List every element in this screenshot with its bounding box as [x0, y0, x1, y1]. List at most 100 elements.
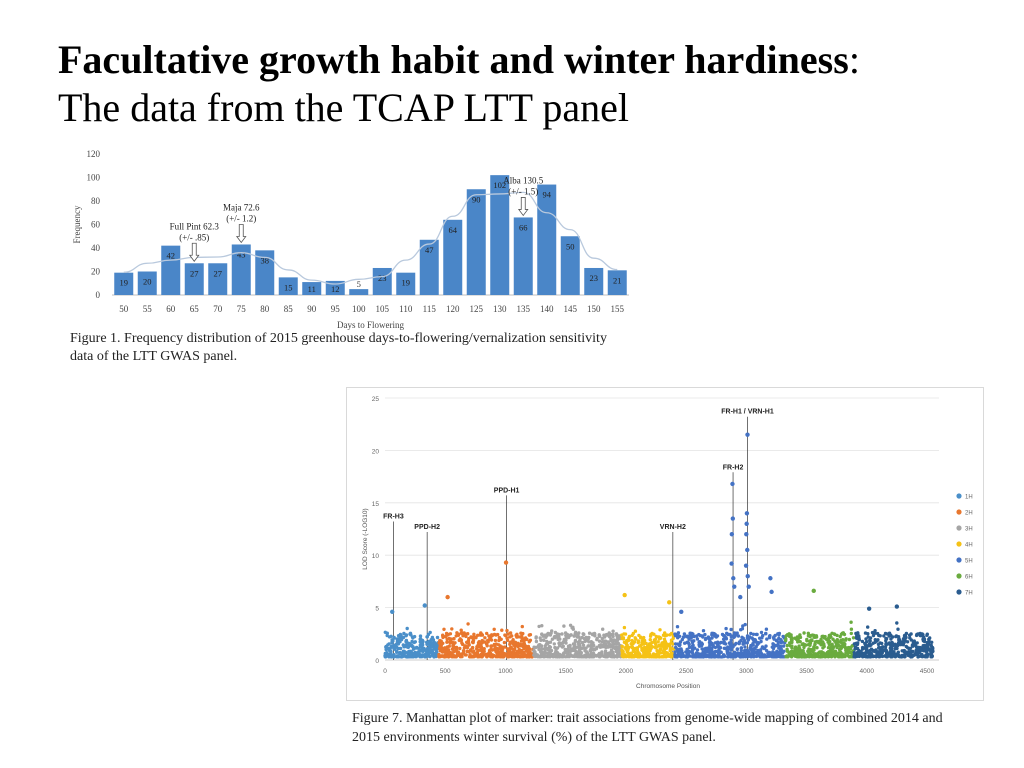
high-lod-point — [738, 594, 743, 600]
histogram-bar — [184, 263, 204, 295]
y-tick-label: 25 — [372, 396, 380, 403]
y-tick-label: 100 — [87, 173, 101, 183]
high-lod-point — [745, 573, 750, 579]
bar-value-label: 90 — [472, 194, 481, 204]
arrow-icon — [235, 224, 247, 244]
annotation-label: Maja 72.6 — [223, 202, 260, 212]
arrow-icon — [517, 197, 529, 217]
y-tick-label: 15 — [372, 501, 380, 508]
legend-marker — [956, 509, 962, 515]
x-tick-label: 1500 — [558, 668, 573, 675]
annotation-label: Alba 130.5 — [503, 175, 543, 185]
bar-value-label: 23 — [378, 273, 387, 283]
x-tick-label: 80 — [260, 304, 270, 314]
y-tick-label: 10 — [372, 553, 380, 560]
bar-value-label: 5 — [357, 279, 361, 289]
annotation-sublabel: (+/- 1.5) — [508, 186, 538, 196]
histogram-bar — [490, 175, 510, 295]
x-tick-label: 95 — [331, 304, 341, 314]
figure1-caption: Figure 1. Frequency distribution of 2015… — [70, 331, 607, 364]
y-tick-label: 20 — [91, 267, 101, 277]
qtl-peak-label: FR-H2 — [723, 464, 744, 471]
legend-marker — [956, 589, 962, 595]
trend-line — [123, 191, 618, 285]
bar-value-label: 38 — [261, 255, 270, 265]
high-lod-point — [745, 432, 750, 437]
legend-marker — [956, 573, 962, 579]
bar-value-label: 47 — [425, 245, 434, 255]
bar-value-label: 94 — [543, 190, 552, 200]
legend-marker — [956, 525, 962, 531]
bar-value-label: 27 — [214, 268, 223, 278]
x-tick-label: 3000 — [739, 668, 754, 675]
bar-value-label: 102 — [493, 180, 506, 190]
high-lod-point — [732, 584, 737, 589]
high-lod-point — [768, 576, 773, 581]
x-axis-label: Days to Flowering — [337, 320, 404, 330]
y-tick-label: 20 — [372, 448, 380, 455]
high-lod-point — [730, 516, 736, 521]
bar-value-label: 12 — [331, 284, 340, 294]
legend-label: 1H — [965, 495, 973, 501]
histogram-bar — [161, 245, 181, 295]
y-axis-label: LOD Score (-LOG10) — [362, 508, 369, 569]
histogram-bar — [466, 189, 486, 295]
x-tick-label: 1000 — [498, 668, 513, 675]
slide-title-bold: Facultative growth habit and winter hard… — [58, 37, 849, 82]
x-tick-label: 150 — [587, 304, 601, 314]
x-tick-label: 105 — [376, 304, 390, 314]
y-tick-label: 0 — [375, 658, 379, 665]
slide-title-block: Facultative growth habit and winter hard… — [58, 36, 998, 132]
chromosome-2h-points — [437, 622, 535, 659]
x-tick-label: 90 — [307, 304, 317, 314]
bar-value-label: 21 — [613, 275, 622, 285]
histogram-bar — [607, 270, 627, 295]
x-tick-label: 500 — [440, 668, 451, 675]
chromosome-6h-points — [784, 620, 856, 659]
x-tick-label: 2000 — [619, 668, 634, 675]
histogram-bar — [302, 282, 322, 295]
chromosome-3h-points — [532, 623, 623, 659]
high-lod-point — [743, 563, 749, 568]
histogram-bar — [278, 277, 298, 295]
histogram-bar — [584, 267, 604, 295]
x-axis-label: Chromosome Position — [636, 683, 700, 690]
x-tick-label: 145 — [564, 304, 578, 314]
histogram-bar — [372, 267, 392, 295]
high-lod-point — [679, 609, 684, 614]
x-tick-label: 120 — [446, 304, 460, 314]
x-tick-label: 0 — [383, 668, 387, 675]
high-lod-point — [731, 576, 736, 581]
legend-label: 3H — [965, 527, 973, 533]
histogram-bar — [396, 272, 416, 295]
legend-label: 5H — [965, 559, 973, 565]
bar-value-label: 64 — [449, 225, 458, 235]
qtl-peak-label: VRN-H2 — [660, 524, 686, 531]
high-lod-point — [729, 532, 735, 537]
legend-marker — [956, 557, 962, 563]
histogram-bar — [208, 263, 228, 295]
qtl-peak-label: PPD-H2 — [414, 524, 440, 531]
high-lod-point — [390, 609, 395, 614]
high-lod-point — [503, 560, 509, 565]
x-tick-label: 65 — [190, 304, 200, 314]
high-lod-point — [622, 592, 627, 598]
high-lod-point — [667, 600, 672, 605]
high-lod-point — [744, 532, 749, 537]
x-tick-label: 4000 — [860, 668, 875, 675]
histogram-bar — [114, 272, 134, 295]
high-lod-point — [894, 604, 900, 609]
high-lod-point — [744, 521, 749, 526]
high-lod-point — [866, 606, 872, 611]
x-tick-label: 100 — [352, 304, 366, 314]
bar-value-label: 27 — [190, 268, 199, 278]
chromosome-4h-points — [620, 625, 676, 659]
bar-value-label: 66 — [519, 222, 528, 232]
high-lod-point — [811, 588, 816, 594]
histogram-bar — [325, 280, 345, 295]
chromosome-7h-points — [852, 621, 935, 659]
high-lod-point — [744, 511, 750, 516]
annotation-sublabel: (+/- 1.2) — [226, 213, 256, 223]
qtl-peak-label: FR-H1 / VRN-H1 — [721, 409, 774, 416]
y-axis-label: Frequency — [72, 205, 82, 243]
